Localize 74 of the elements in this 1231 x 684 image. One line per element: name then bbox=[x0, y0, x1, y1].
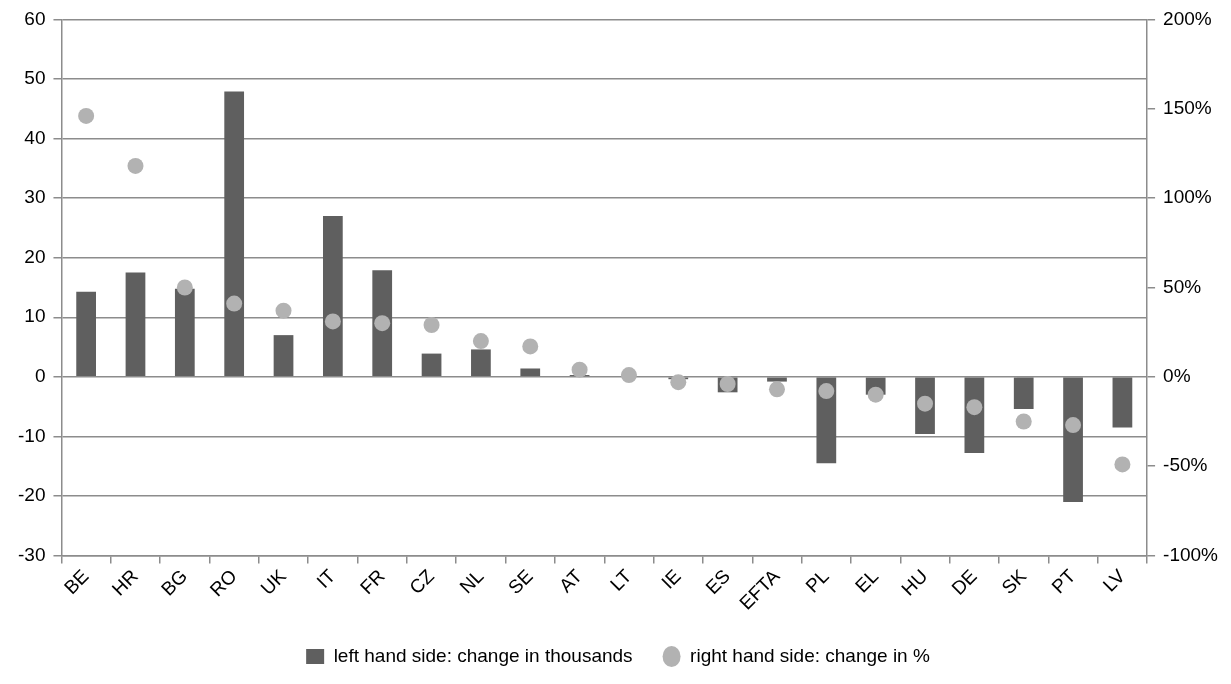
y-tick-label: 40 bbox=[24, 126, 46, 148]
x-tick-label: NL bbox=[455, 565, 488, 598]
bar bbox=[224, 91, 245, 377]
x-tick-label: SE bbox=[504, 565, 537, 599]
x-tick-label: IE bbox=[657, 565, 685, 593]
y-tick-label: -20 bbox=[17, 484, 46, 506]
point bbox=[374, 315, 391, 332]
point bbox=[226, 295, 243, 312]
point bbox=[176, 279, 193, 296]
point bbox=[423, 317, 440, 333]
bar bbox=[1063, 377, 1083, 502]
bar bbox=[125, 272, 146, 377]
point bbox=[1015, 413, 1032, 430]
point bbox=[571, 361, 588, 378]
bar bbox=[1013, 377, 1034, 409]
y-tick-label: -30 bbox=[17, 543, 46, 565]
point bbox=[1065, 417, 1082, 434]
y-tick-label: 20 bbox=[24, 245, 46, 267]
bar bbox=[323, 215, 343, 377]
bar bbox=[76, 291, 96, 377]
legend-label: right hand side: change in % bbox=[690, 644, 930, 666]
point bbox=[522, 338, 539, 355]
legend-label: left hand side: change in thousands bbox=[333, 644, 633, 666]
x-tick-label: LV bbox=[1098, 565, 1130, 596]
y-tick-label: 10 bbox=[24, 305, 46, 327]
x-tick-label: EL bbox=[850, 565, 883, 597]
x-tick-label: BE bbox=[59, 565, 93, 599]
x-tick-label: PT bbox=[1047, 565, 1080, 598]
bar bbox=[174, 288, 195, 377]
point bbox=[472, 333, 489, 350]
bar bbox=[1112, 377, 1133, 428]
x-tick-label: DE bbox=[947, 565, 981, 599]
point bbox=[966, 399, 983, 416]
point bbox=[867, 386, 884, 403]
bar bbox=[421, 353, 442, 377]
y-tick-label: 60 bbox=[24, 7, 46, 29]
x-tick-label: RO bbox=[205, 565, 241, 601]
x-tick-label: HU bbox=[897, 565, 932, 600]
y-tick-label: 0 bbox=[34, 365, 46, 387]
x-tick-label: AT bbox=[555, 565, 587, 597]
y2-tick-label: 200% bbox=[1163, 7, 1212, 29]
bar bbox=[767, 377, 787, 382]
point bbox=[768, 381, 785, 398]
y2-tick-label: 100% bbox=[1163, 186, 1212, 208]
point bbox=[324, 313, 341, 330]
x-tick-label: IT bbox=[312, 565, 340, 593]
x-tick-label: ES bbox=[701, 565, 735, 599]
y2-tick-label: 50% bbox=[1163, 275, 1202, 297]
y2-tick-label: -100% bbox=[1163, 543, 1219, 565]
y-tick-label: 30 bbox=[24, 186, 46, 208]
point bbox=[1114, 456, 1131, 473]
x-tick-label: HR bbox=[107, 565, 143, 600]
point bbox=[620, 367, 637, 384]
point bbox=[670, 374, 687, 391]
y2-tick-label: -50% bbox=[1163, 454, 1208, 476]
y-tick-label: -10 bbox=[17, 424, 46, 446]
x-tick-label: LT bbox=[605, 565, 636, 595]
x-tick-label: BG bbox=[157, 565, 192, 600]
x-tick-label: PL bbox=[801, 565, 833, 597]
bar bbox=[471, 349, 491, 377]
point bbox=[78, 107, 95, 124]
y2-tick-label: 0% bbox=[1163, 365, 1191, 387]
point bbox=[127, 157, 144, 174]
x-tick-label: FR bbox=[355, 565, 389, 599]
x-tick-label: SK bbox=[997, 565, 1031, 599]
point bbox=[818, 383, 835, 400]
x-tick-label: CZ bbox=[405, 565, 439, 599]
bar bbox=[372, 270, 393, 377]
bar bbox=[273, 335, 294, 377]
x-tick-label: UK bbox=[256, 565, 291, 599]
y2-tick-label: 150% bbox=[1163, 96, 1212, 118]
bar bbox=[520, 368, 541, 377]
y-tick-label: 50 bbox=[24, 67, 46, 89]
point bbox=[275, 302, 292, 319]
